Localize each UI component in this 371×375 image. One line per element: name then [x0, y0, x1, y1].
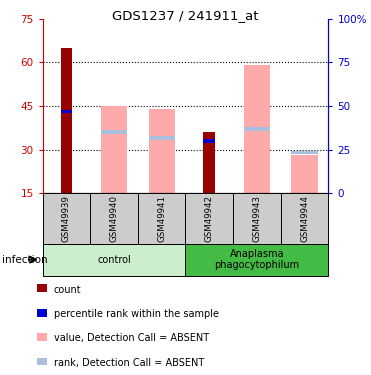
Bar	[37, 333, 47, 341]
Bar	[203, 132, 215, 193]
Bar	[60, 48, 72, 193]
Text: GSM49944: GSM49944	[300, 195, 309, 242]
Bar	[233, 193, 281, 244]
Bar	[138, 193, 186, 244]
Bar	[244, 128, 270, 131]
Text: GSM49943: GSM49943	[252, 195, 262, 242]
Text: count: count	[54, 285, 81, 295]
Bar	[292, 151, 318, 154]
Bar	[37, 284, 47, 292]
Text: GSM49941: GSM49941	[157, 195, 166, 242]
Bar	[292, 155, 318, 193]
Bar	[43, 244, 186, 276]
Bar	[203, 139, 215, 142]
Text: rank, Detection Call = ABSENT: rank, Detection Call = ABSENT	[54, 358, 204, 368]
Bar	[37, 357, 47, 365]
Bar	[149, 109, 175, 193]
Bar	[37, 309, 47, 316]
Bar	[281, 193, 328, 244]
Text: GSM49942: GSM49942	[205, 195, 214, 242]
Bar	[90, 193, 138, 244]
Text: percentile rank within the sample: percentile rank within the sample	[54, 309, 219, 319]
Bar	[101, 106, 127, 193]
Text: GSM49940: GSM49940	[109, 195, 119, 242]
Text: infection: infection	[2, 255, 47, 265]
Text: GSM49939: GSM49939	[62, 195, 71, 242]
Bar	[101, 130, 127, 134]
Bar	[43, 193, 90, 244]
Bar	[60, 110, 72, 114]
Text: value, Detection Call = ABSENT: value, Detection Call = ABSENT	[54, 333, 209, 344]
Text: control: control	[97, 255, 131, 265]
Bar	[149, 136, 175, 140]
Text: Anaplasma
phagocytophilum: Anaplasma phagocytophilum	[214, 249, 299, 270]
Text: GDS1237 / 241911_at: GDS1237 / 241911_at	[112, 9, 259, 22]
Bar	[186, 244, 328, 276]
Bar	[244, 65, 270, 193]
Bar	[186, 193, 233, 244]
